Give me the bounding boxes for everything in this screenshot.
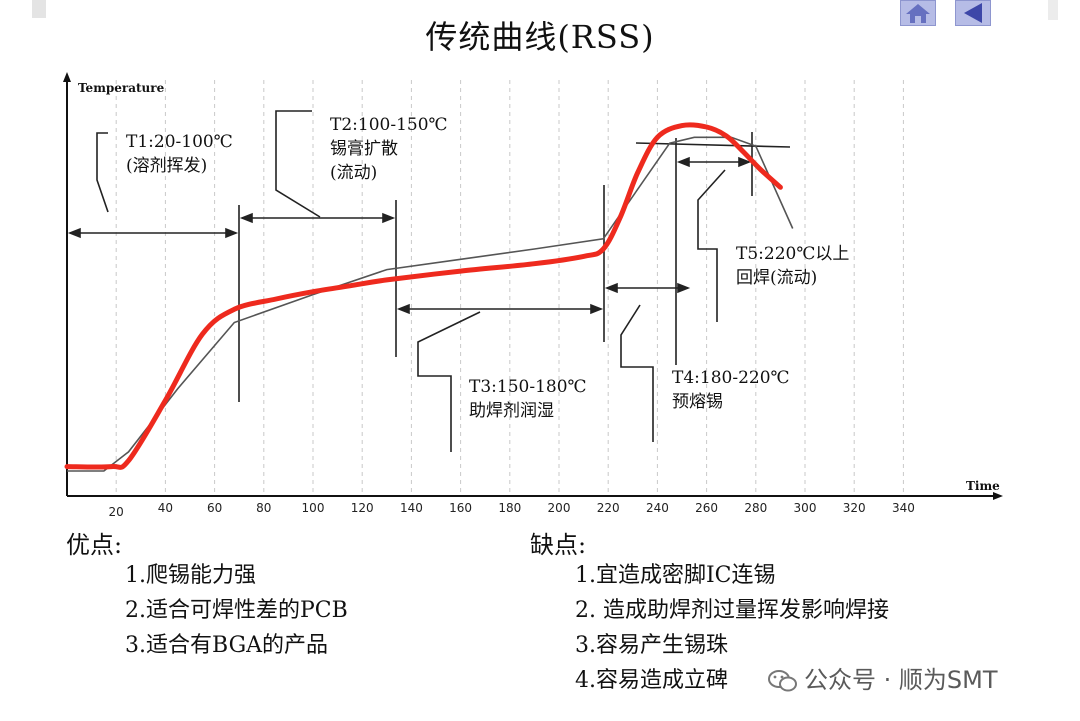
list-item: 3.适合有BGA的产品 [125,633,329,658]
page-title: 传统曲线(RSS) [425,18,655,56]
advantages-list: 1.爬锡能力强 2.适合可焊性差的PCB 3.适合有BGA的产品 [125,558,348,663]
advantages-title: 优点: [66,531,123,559]
list-item: 4.容易造成立碑 [575,668,728,693]
back-arrow-icon [964,3,982,23]
x-tick-label: 320 [843,501,866,515]
x-tick-labels: 20 40 60 80 100 120 140 160 180 200 220 240 260 280 30… [109,501,915,519]
annotation-line: 回焊(流动) [736,268,818,288]
back-button[interactable] [955,0,991,26]
arrow-head [239,212,253,224]
peak-level-line [635,142,791,148]
annotation-t4: T4:180-220℃ 预熔锡 [672,366,790,414]
annotation-line: T4:180-220℃ [672,368,790,388]
x-axis-label: Time [966,479,1000,493]
arrow-head [396,303,410,315]
watermark: 公众号 · 顺为SMT [768,660,998,695]
series-line-red [64,122,783,470]
home-icon [906,4,930,23]
list-item: 1.宜造成密脚IC连锡 [575,563,776,588]
list-item: 3.容易产生锡珠 [575,633,728,658]
list-item: 1.爬锡能力强 [125,563,256,588]
annotation-t5: T5:220℃以上 回焊(流动) [736,242,849,290]
y-axis-arrow [63,72,71,82]
annotation-t1: T1:20-100℃ (溶剂挥发) [126,130,233,178]
annotation-line: T2:100-150℃ [330,115,448,135]
annotation-line: (溶剂挥发) [126,156,208,176]
x-tick-label: 280 [744,501,767,515]
annotation-line: T5:220℃以上 [736,244,850,264]
arrow-head [604,282,618,294]
x-tick-label: 40 [158,501,173,515]
chart-grid [115,80,904,494]
x-tick-label: 180 [498,501,521,515]
x-tick-label: 80 [256,501,271,515]
annotation-line: 锡膏扩散 [330,139,398,159]
list-item: 2. 造成助焊剂过量挥发影响焊接 [575,598,889,623]
t1-leader [96,132,109,213]
annotation-line: T3:150-180℃ [469,377,587,397]
x-tick-label: 60 [207,501,222,515]
arrow-head [590,303,604,315]
annotation-line: 助焊剂润湿 [469,401,554,421]
arrow-head [382,212,396,224]
annotation-line: T1:20-100℃ [126,132,233,152]
x-tick-label: 140 [400,501,423,515]
x-tick-label: 300 [794,501,817,515]
x-tick-label: 260 [695,501,718,515]
home-button[interactable] [900,0,936,26]
t5-leader [697,169,726,322]
annotation-t3: T3:150-180℃ 助焊剂润湿 [469,375,587,423]
x-tick-label: 240 [646,501,669,515]
x-tick-label: 100 [302,501,325,515]
disadvantages-list: 1.宜造成密脚IC连锡 2. 造成助焊剂过量挥发影响焊接 3.容易产生锡珠 4.… [575,558,889,698]
annotation-line: 预熔锡 [672,392,723,412]
arrow-head [677,282,691,294]
series-line-gray [67,136,794,472]
list-item: 2.适合可焊性差的PCB [125,598,348,623]
corner-decoration [32,0,46,18]
corner-decoration [1048,0,1058,20]
y-axis-label: Temperature [78,81,165,95]
annotation-t2: T2:100-150℃ 锡膏扩散 (流动) [330,113,448,185]
x-tick-label: 220 [597,501,620,515]
arrow-head [67,227,81,239]
arrow-head [676,156,690,168]
disadvantages-title: 缺点: [530,531,587,559]
x-tick-label: 160 [449,501,472,515]
t3-leader [417,311,481,452]
x-tick-label: 200 [548,501,571,515]
annotation-line: (流动) [330,163,378,183]
arrow-head [225,227,239,239]
x-tick-label: 340 [892,501,915,515]
t4-leader [620,304,654,442]
chart-axes [63,72,1003,500]
wechat-icon [768,670,797,692]
x-tick-label: 120 [351,501,374,515]
watermark-text: 公众号 · 顺为SMT [804,666,998,694]
arrow-head [738,156,752,168]
zone-markers [67,110,791,452]
t2-leader [275,110,321,218]
x-tick-label: 20 [109,505,124,519]
x-axis-arrow [993,492,1003,500]
